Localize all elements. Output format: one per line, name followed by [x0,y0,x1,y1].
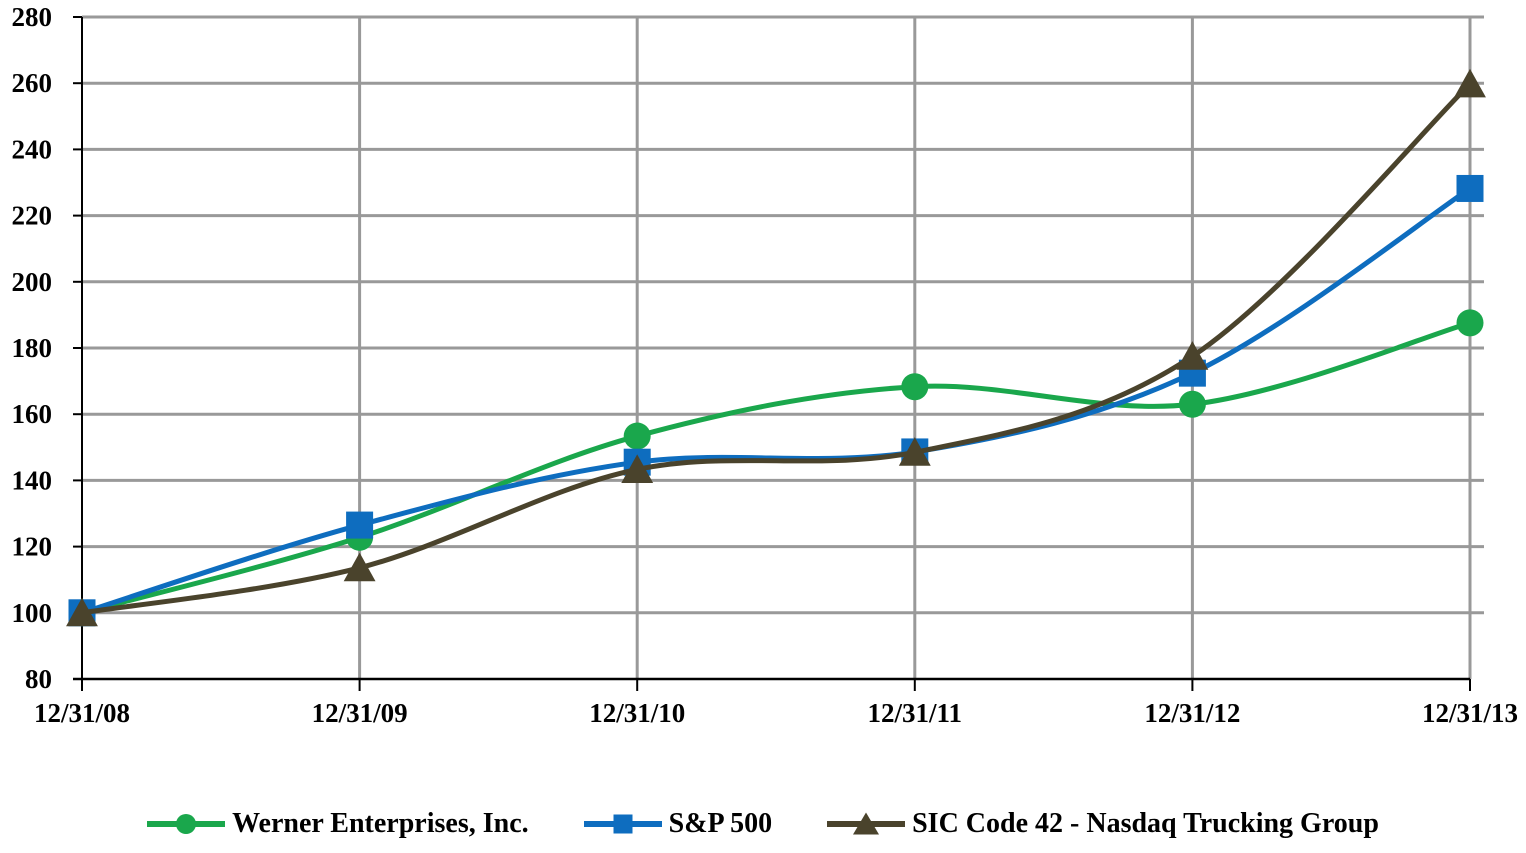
y-tick-label: 80 [25,664,52,694]
legend-label-sp500: S&P 500 [668,808,773,839]
x-tick-label: 12/31/11 [868,698,963,728]
x-tick-label: 12/31/09 [312,698,408,728]
legend-label-sic42: SIC Code 42 - Nasdaq Trucking Group [912,808,1379,839]
chart-plot-area: 80 100 120 140 160 180 200 220 240 260 280 12/31/08… [12,2,1519,728]
series-marker-2 [1454,68,1486,98]
series-marker-0 [901,373,929,401]
series-line-1 [79,185,1473,616]
legend-square-marker-icon [583,814,662,834]
x-tick-label: 12/31/08 [34,698,130,728]
y-tick-label: 280 [12,2,53,32]
legend-item-werner: Werner Enterprises, Inc. [147,808,529,840]
legend-circle-marker-icon [147,814,226,834]
x-tick-label: 12/31/12 [1144,698,1240,728]
chart-legend: Werner Enterprises, Inc. S&P 500 SIC Cod… [0,796,1526,852]
y-tick-label: 240 [12,134,53,164]
y-tick-label: 260 [12,68,53,98]
series-marker-0 [1456,309,1484,337]
x-tick-label: 12/31/13 [1422,698,1518,728]
y-tick-label: 200 [12,267,53,297]
legend-item-sp500: S&P 500 [583,808,773,840]
legend-item-sic42: SIC Code 42 - Nasdaq Trucking Group [827,808,1379,840]
series-line-0 [79,320,1473,616]
legend-triangle-marker-icon [827,812,906,835]
series-marker-2 [66,597,98,627]
series-marker-0 [623,422,651,450]
series-marker-2 [621,454,654,483]
y-tick-label: 100 [12,598,53,628]
y-tick-label: 180 [12,333,53,363]
y-tick-label: 120 [12,532,53,562]
series-marker-2 [343,552,376,582]
y-tick-label: 160 [12,399,53,429]
series-marker-1 [1456,174,1484,202]
series-line-2 [79,81,1473,616]
legend-label-werner: Werner Enterprises, Inc. [232,808,529,839]
series-marker-1 [346,511,374,539]
series-marker-2 [1176,341,1209,370]
series-marker-2 [898,437,931,466]
y-tick-label: 220 [12,201,53,231]
y-tick-label: 140 [12,465,53,495]
x-tick-label: 12/31/10 [589,698,685,728]
series-marker-0 [1178,390,1206,418]
